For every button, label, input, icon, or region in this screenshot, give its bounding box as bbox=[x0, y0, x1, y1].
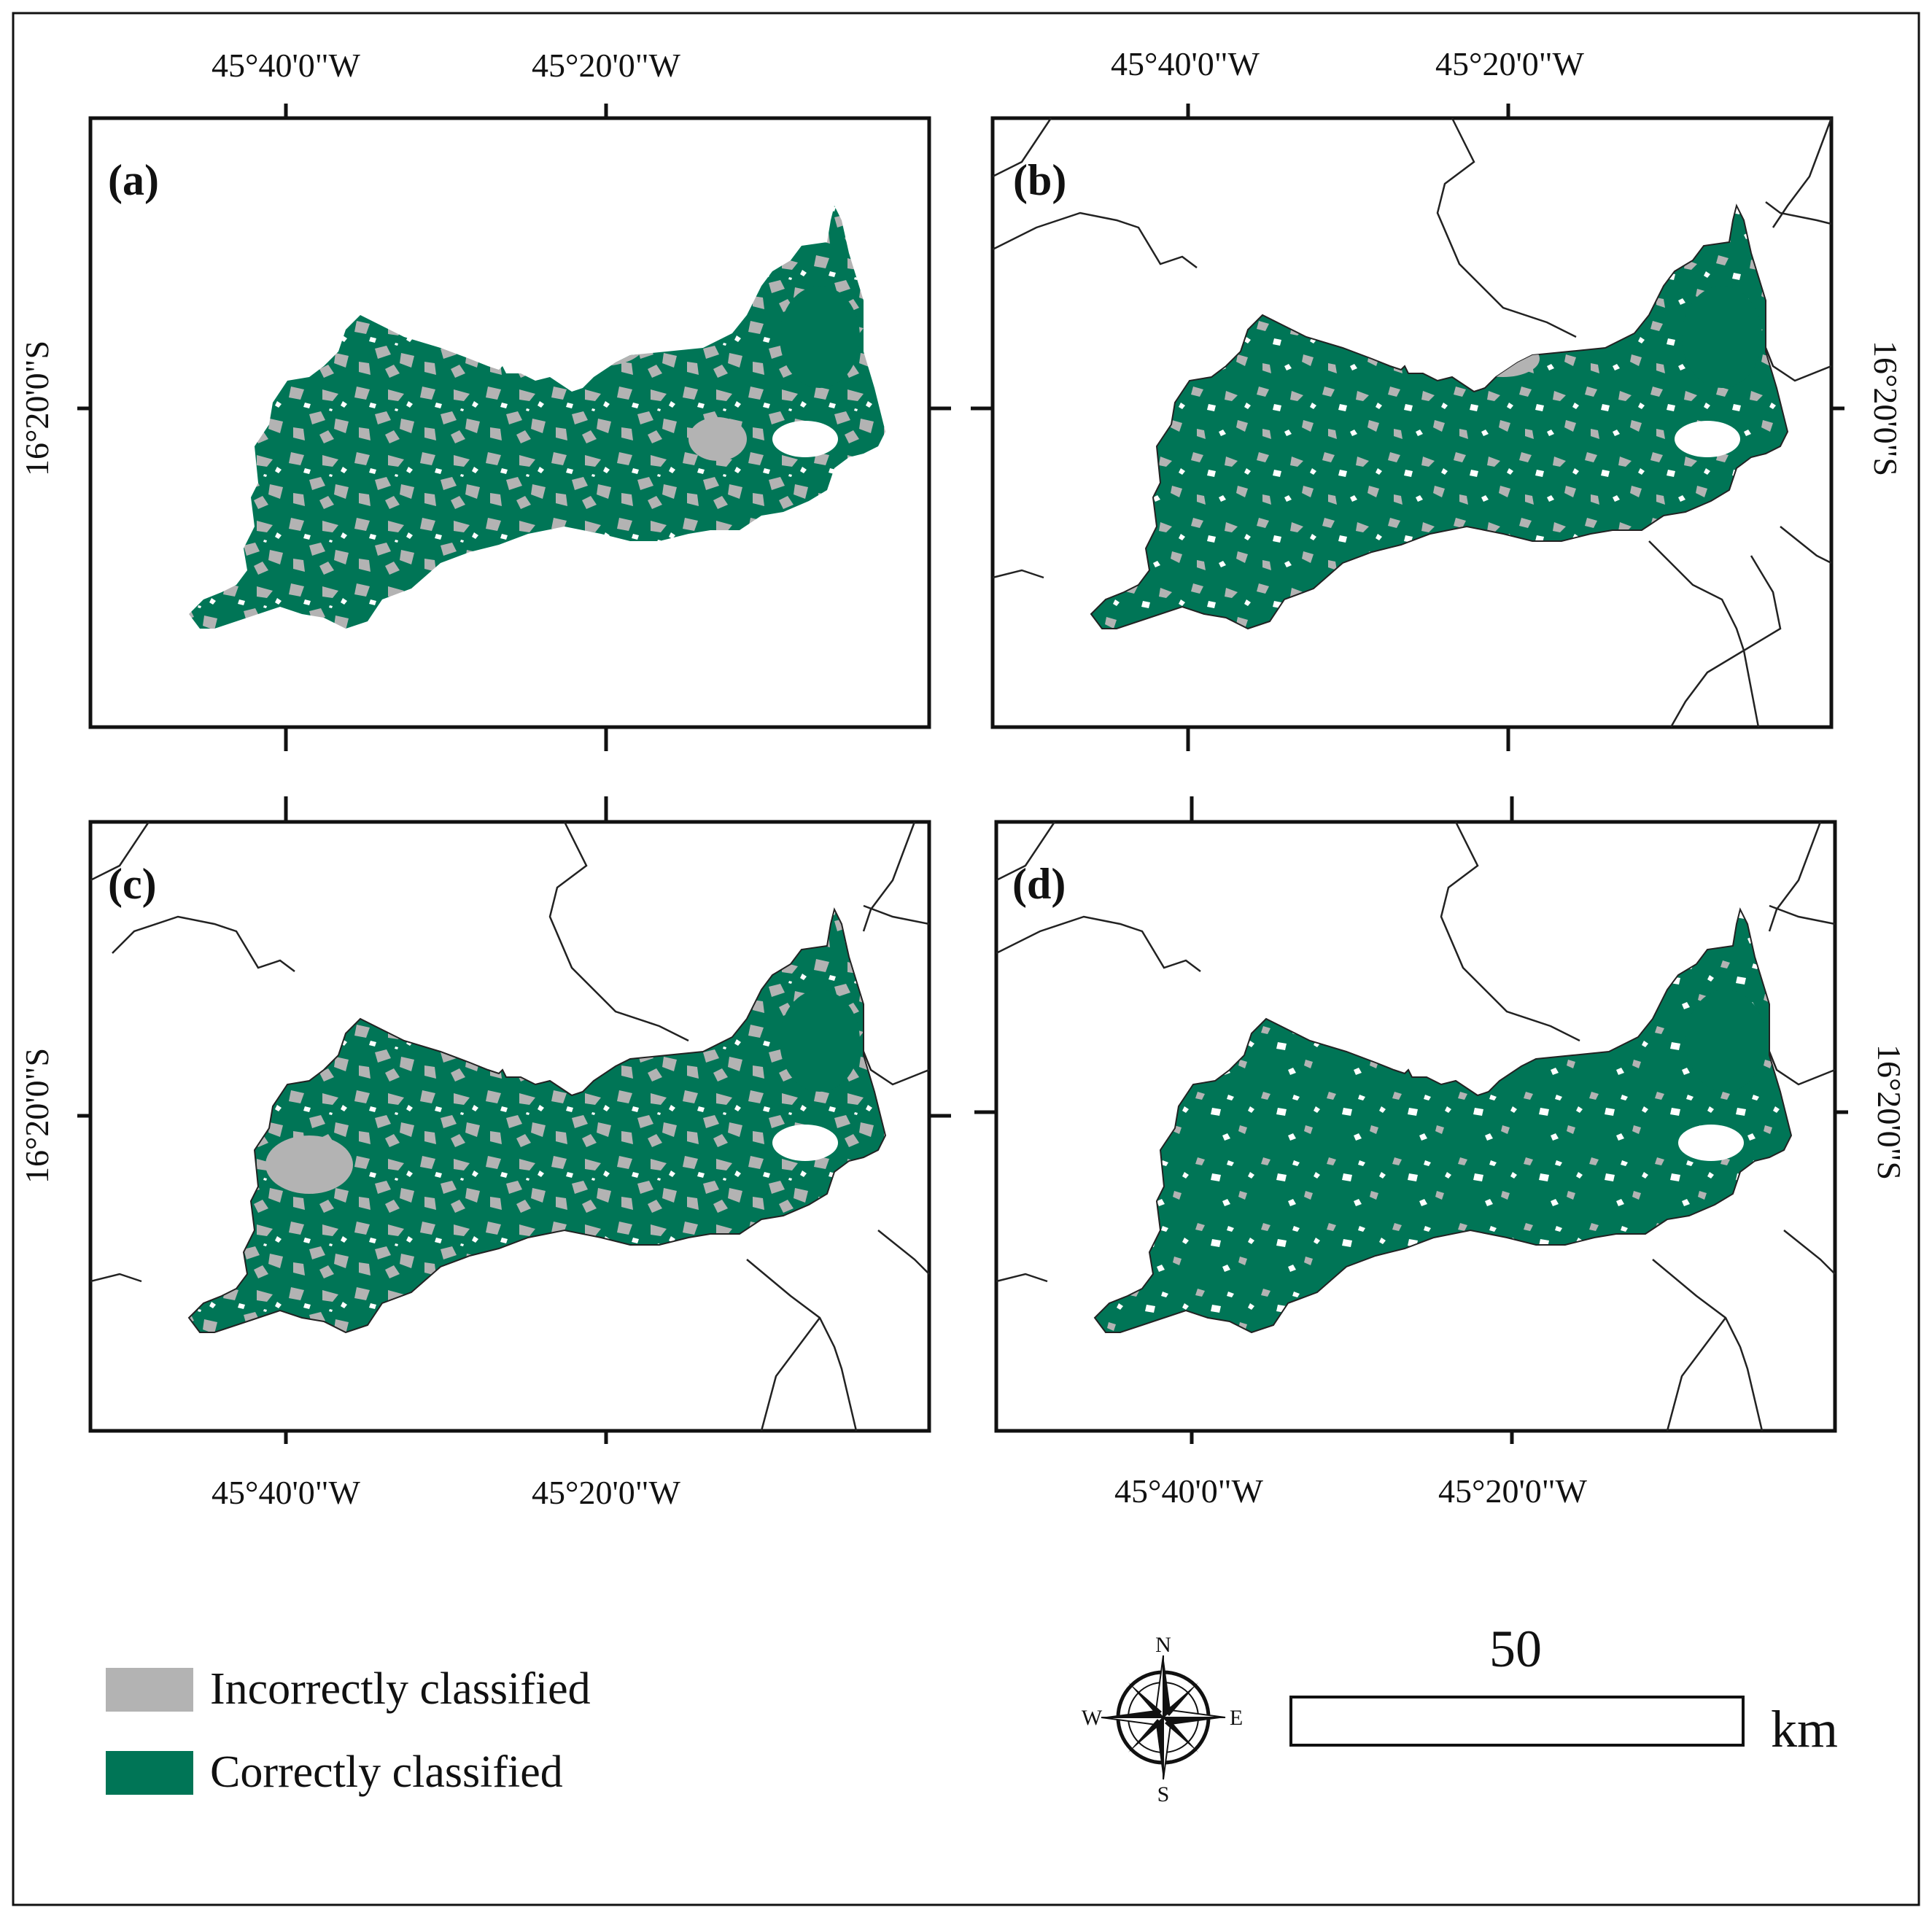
panel-label: (b) bbox=[1013, 156, 1066, 204]
map-panel-c: (c) bbox=[77, 796, 951, 1444]
compass-w: W bbox=[1082, 1706, 1103, 1730]
scale-value: 50 bbox=[1489, 1620, 1542, 1678]
lat-label-left-top: 16°20'0"S bbox=[18, 341, 55, 476]
map-panel-a: (a) bbox=[77, 104, 951, 751]
lon-label-top-left-2: 45°20'0"W bbox=[532, 47, 680, 84]
lon-label-bottom-left-2: 45°20'0"W bbox=[532, 1474, 680, 1511]
lat-label-right-bottom: 16°20'0"S bbox=[1871, 1044, 1908, 1180]
panel-label: (c) bbox=[108, 860, 157, 908]
legend-swatch-incorrect bbox=[106, 1668, 193, 1712]
lon-label-bottom-left-1: 45°40'0"W bbox=[212, 1474, 360, 1511]
legend-label-incorrect: Incorrectly classified bbox=[210, 1664, 591, 1714]
scale-box bbox=[1289, 1696, 1745, 1747]
legend-swatch-correct bbox=[106, 1751, 193, 1795]
compass-e: E bbox=[1230, 1706, 1243, 1730]
legend: Incorrectly classified Correctly classif… bbox=[106, 1664, 591, 1797]
lat-label-left-bottom: 16°20'0"S bbox=[18, 1048, 55, 1184]
lon-label-bottom-right-1: 45°40'0"W bbox=[1114, 1472, 1263, 1510]
map-panel-b: (b) bbox=[971, 104, 1844, 751]
compass-s: S bbox=[1157, 1782, 1170, 1806]
legend-label-correct: Correctly classified bbox=[210, 1747, 563, 1797]
lon-label-bottom-right-2: 45°20'0"W bbox=[1438, 1472, 1587, 1510]
scale-bar: 50 km bbox=[1289, 1620, 1838, 1758]
lon-label-top-left-1: 45°40'0"W bbox=[212, 47, 360, 84]
lon-label-top-right-2: 45°20'0"W bbox=[1435, 45, 1584, 82]
scale-unit: km bbox=[1771, 1700, 1838, 1758]
panel-label: (d) bbox=[1012, 860, 1066, 908]
lon-label-top-right-1: 45°40'0"W bbox=[1111, 45, 1260, 82]
admin-boundaries bbox=[992, 117, 1833, 728]
map-panel-d: (d) bbox=[974, 796, 1848, 1444]
panel-label: (a) bbox=[108, 156, 159, 204]
north-arrow-icon: N S E W bbox=[1082, 1633, 1243, 1806]
admin-boundaries bbox=[90, 821, 930, 1432]
grid-labels: 45°40'0"W 45°20'0"W 45°40'0"W 45°20'0"W … bbox=[18, 45, 1908, 1511]
lat-label-right-top: 16°20'0"S bbox=[1867, 341, 1904, 476]
admin-boundaries bbox=[996, 821, 1836, 1432]
compass-n: N bbox=[1155, 1633, 1171, 1657]
